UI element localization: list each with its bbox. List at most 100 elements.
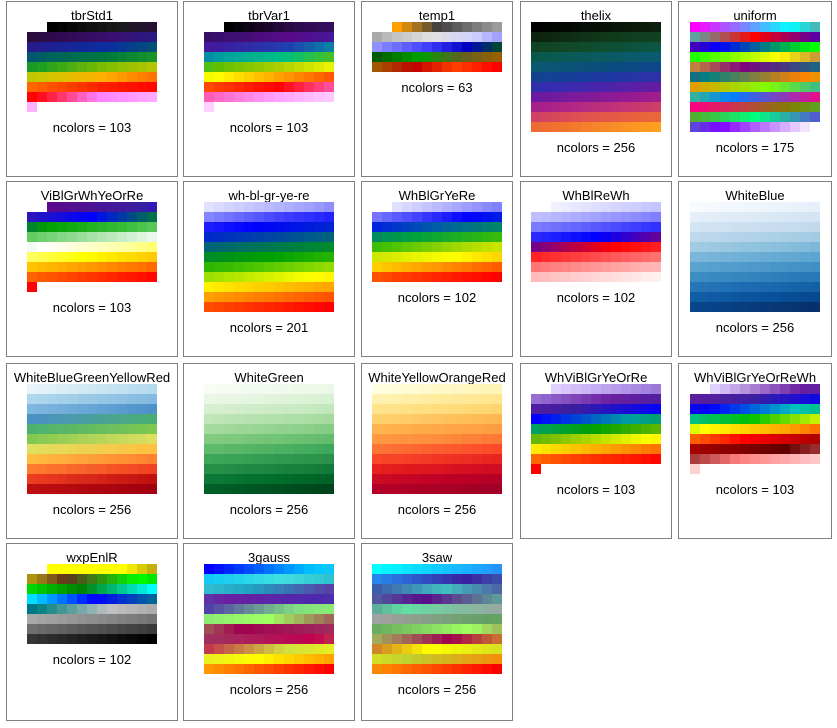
color-swatch xyxy=(730,252,740,262)
color-swatch xyxy=(117,424,127,434)
color-swatch xyxy=(57,484,67,494)
color-swatch xyxy=(57,404,67,414)
color-swatch xyxy=(137,394,147,404)
color-swatch xyxy=(780,42,790,52)
color-swatch xyxy=(651,404,661,414)
color-swatch xyxy=(57,624,67,634)
color-swatch xyxy=(700,272,710,282)
color-swatch xyxy=(422,272,432,282)
color-swatch xyxy=(492,212,502,222)
color-swatch xyxy=(462,474,472,484)
color-swatch xyxy=(27,424,37,434)
color-swatch xyxy=(710,262,720,272)
color-swatch xyxy=(97,594,107,604)
color-swatch xyxy=(392,232,402,242)
color-swatch xyxy=(452,624,462,634)
color-swatch xyxy=(432,52,442,62)
color-swatch xyxy=(117,634,127,644)
color-swatch xyxy=(147,252,157,262)
color-swatch xyxy=(304,62,314,72)
colormap-cell: 3gauss ncolors = 256 xyxy=(183,543,355,721)
color-swatch xyxy=(117,564,127,574)
color-swatch xyxy=(107,424,117,434)
color-swatch xyxy=(790,414,800,424)
color-swatch xyxy=(631,32,641,42)
color-swatch xyxy=(790,262,800,272)
color-swatch xyxy=(422,242,432,252)
color-swatch xyxy=(274,22,284,32)
color-swatch xyxy=(591,112,601,122)
color-swatch xyxy=(800,232,810,242)
color-swatch xyxy=(224,424,234,434)
ncolors-label: ncolors = 63 xyxy=(401,80,473,95)
color-swatch xyxy=(127,92,137,102)
color-swatch xyxy=(422,594,432,604)
color-swatch xyxy=(621,52,631,62)
color-swatch xyxy=(810,384,820,394)
color-swatch xyxy=(442,384,452,394)
color-swatch xyxy=(750,102,760,112)
color-swatch xyxy=(591,222,601,232)
color-swatch xyxy=(690,424,700,434)
color-swatch xyxy=(147,574,157,584)
color-swatch xyxy=(770,272,780,282)
color-swatch xyxy=(452,222,462,232)
color-swatch xyxy=(392,434,402,444)
color-swatch xyxy=(77,584,87,594)
color-swatch xyxy=(770,434,780,444)
color-swatch xyxy=(541,22,551,32)
color-swatch xyxy=(432,634,442,644)
color-swatch xyxy=(77,212,87,222)
color-swatch xyxy=(392,414,402,424)
color-swatch xyxy=(472,624,482,634)
color-swatch xyxy=(750,52,760,62)
color-swatch xyxy=(591,384,601,394)
color-swatch xyxy=(551,82,561,92)
color-swatch xyxy=(284,202,294,212)
color-swatch xyxy=(304,42,314,52)
color-swatch xyxy=(790,292,800,302)
color-swatch xyxy=(720,102,730,112)
color-swatch xyxy=(244,564,254,574)
color-swatch xyxy=(462,202,472,212)
color-swatch xyxy=(750,92,760,102)
color-swatch xyxy=(127,424,137,434)
color-swatch xyxy=(462,424,472,434)
color-swatch xyxy=(97,634,107,644)
color-swatch xyxy=(472,634,482,644)
color-swatch xyxy=(780,92,790,102)
color-swatch xyxy=(392,252,402,262)
color-swatch xyxy=(224,32,234,42)
color-swatch xyxy=(67,484,77,494)
color-swatch xyxy=(442,604,452,614)
color-swatch xyxy=(87,42,97,52)
color-swatch xyxy=(127,434,137,444)
color-swatch-grid xyxy=(204,22,334,112)
color-swatch xyxy=(117,384,127,394)
color-swatch xyxy=(204,404,214,414)
color-swatch xyxy=(482,232,492,242)
color-swatch xyxy=(810,42,820,52)
color-swatch xyxy=(551,384,561,394)
color-swatch xyxy=(810,302,820,312)
color-swatch xyxy=(204,42,214,52)
color-swatch xyxy=(790,82,800,92)
color-swatch xyxy=(324,32,334,42)
color-swatch xyxy=(621,122,631,132)
color-swatch xyxy=(204,654,214,664)
color-swatch xyxy=(274,474,284,484)
color-swatch xyxy=(254,664,264,674)
color-swatch xyxy=(700,454,710,464)
color-swatch xyxy=(264,282,274,292)
color-swatch xyxy=(571,404,581,414)
color-swatch xyxy=(641,444,651,454)
color-swatch xyxy=(57,262,67,272)
color-swatch xyxy=(750,454,760,464)
color-swatch xyxy=(651,232,661,242)
color-swatch xyxy=(690,102,700,112)
color-swatch xyxy=(482,424,492,434)
color-swatch xyxy=(77,262,87,272)
color-swatch xyxy=(244,42,254,52)
color-swatch xyxy=(720,202,730,212)
color-swatch xyxy=(452,594,462,604)
